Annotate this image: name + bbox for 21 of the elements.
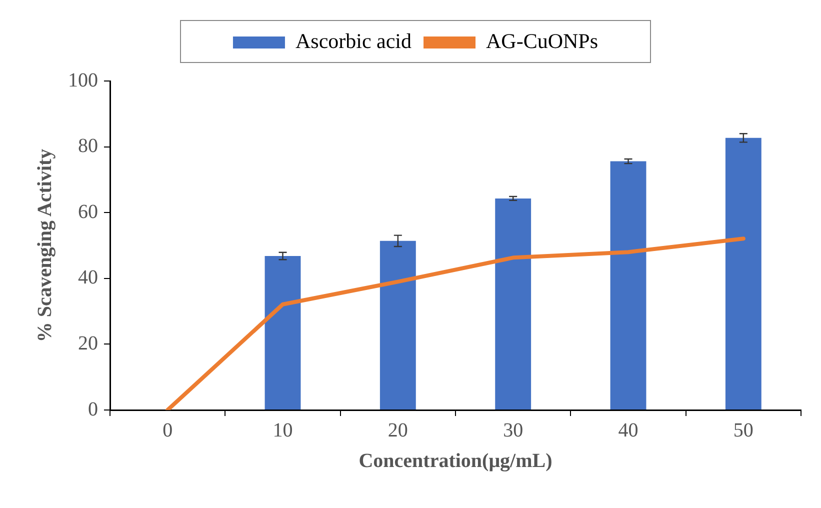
x-tick-label: 0	[162, 419, 173, 442]
x-axis-title: Concentration(μg/mL)	[358, 450, 552, 472]
y-tick-label: 0	[88, 398, 98, 420]
bar	[495, 198, 532, 410]
legend-label: Ascorbic acid	[295, 29, 412, 54]
x-tick-label: 40	[618, 419, 638, 442]
bar	[264, 256, 301, 410]
x-tick-label: 30	[503, 419, 524, 442]
bar	[380, 240, 416, 410]
y-tick-label: 100	[68, 69, 98, 92]
x-tick-label: 50	[733, 419, 754, 442]
y-tick-label: 80	[78, 135, 98, 158]
bar	[610, 161, 646, 410]
y-tick-label: 20	[78, 332, 98, 354]
legend-label: AG-CuONPs	[486, 29, 598, 54]
x-tick-label: 20	[388, 419, 408, 442]
bar	[725, 138, 762, 410]
y-tick-label: 60	[78, 200, 98, 223]
y-axis-title: % Scavenging Activity	[34, 148, 56, 342]
x-tick-label: 10	[272, 419, 293, 442]
y-tick-label: 40	[78, 266, 98, 289]
